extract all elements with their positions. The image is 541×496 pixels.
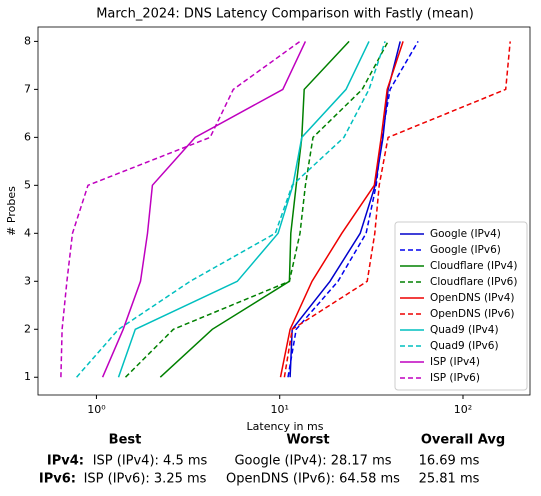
x-axis-label: Latency in ms: [247, 420, 324, 433]
legend-label: OpenDNS (IPv4): [430, 292, 515, 304]
legend-label: Google (IPv6): [430, 244, 501, 256]
chart-title: March_2024: DNS Latency Comparison with …: [96, 7, 474, 22]
x-tick-label: 10¹: [271, 403, 289, 416]
summary-cell: OpenDNS (IPv6): 64.58 ms: [226, 472, 400, 487]
series-line: [289, 41, 401, 378]
series-line: [159, 40, 350, 378]
legend-label: Cloudflare (IPv6): [430, 276, 517, 288]
y-tick-label: 7: [24, 82, 31, 95]
legend-label: Quad9 (IPv4): [430, 324, 499, 336]
series-line: [283, 41, 511, 378]
legend-label: ISP (IPv4): [430, 356, 480, 368]
x-tick-label: 10²: [454, 403, 472, 416]
summary-header: Best: [109, 433, 142, 448]
y-tick-label: 2: [24, 322, 31, 335]
series-line: [60, 40, 301, 378]
series-line: [76, 41, 386, 378]
y-tick-label: 1: [24, 370, 31, 383]
y-tick-label: 8: [24, 34, 31, 47]
y-tick-label: 6: [24, 130, 31, 143]
plot-frame: [37, 26, 531, 396]
series-line: [287, 41, 419, 378]
summary-cell: 16.69 ms: [419, 454, 480, 469]
legend-label: OpenDNS (IPv6): [430, 308, 515, 320]
series-line: [117, 41, 370, 378]
summary-row-label: IPv4:: [47, 454, 84, 469]
y-tick-label: 3: [24, 274, 31, 287]
legend-box: [394, 221, 528, 391]
legend-label: Quad9 (IPv6): [430, 340, 499, 352]
y-tick-label: 5: [24, 178, 31, 191]
summary-cell: 25.81 ms: [419, 472, 480, 487]
summary-header: Worst: [286, 433, 329, 448]
summary-cell: ISP (IPv6): 3.25 ms: [84, 472, 207, 487]
series-line: [124, 41, 389, 378]
summary-cell: Google (IPv4): 28.17 ms: [234, 454, 391, 469]
series-line: [279, 41, 404, 378]
summary-header: Overall Avg: [421, 433, 505, 448]
y-tick-label: 4: [24, 226, 31, 239]
summary-row-label: IPv6:: [39, 472, 76, 487]
legend-label: Cloudflare (IPv4): [430, 260, 517, 272]
y-axis-label: # Probes: [5, 186, 18, 236]
series-line: [101, 41, 307, 378]
legend-label: ISP (IPv6): [430, 372, 480, 384]
summary-cell: ISP (IPv4): 4.5 ms: [93, 454, 208, 469]
legend-label: Google (IPv4): [430, 228, 501, 240]
x-tick-label: 10⁰: [87, 403, 106, 416]
